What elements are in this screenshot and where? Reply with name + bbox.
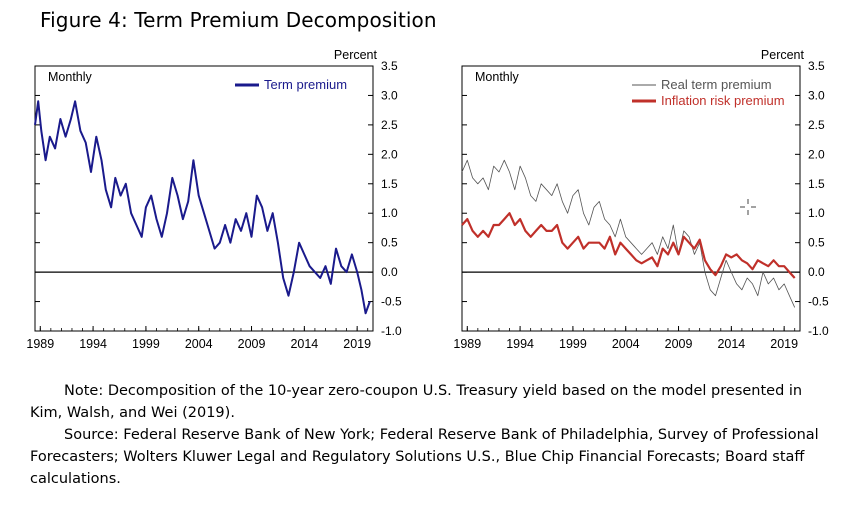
y-tick-label: 1.5 <box>808 177 825 191</box>
y-tick-label: -1.0 <box>381 324 402 338</box>
x-tick-label: 1989 <box>26 337 54 351</box>
source-text: Source: Federal Reserve Bank of New York… <box>30 424 830 490</box>
y-tick-label: 2.5 <box>808 118 825 132</box>
y-tick-label: -0.5 <box>808 295 829 309</box>
y-tick-label: -0.5 <box>381 295 402 309</box>
legend-label: Real term premium <box>661 77 772 92</box>
series-line-term-premium <box>34 100 371 315</box>
series-line-real-term-premium <box>461 159 796 308</box>
plot-frame <box>34 65 374 332</box>
y-tick-label: 3.5 <box>808 59 825 73</box>
y-tick-label: 0.0 <box>381 265 398 279</box>
y-tick-label: 0.5 <box>381 236 398 250</box>
note-line: Note: Decomposition of the 10-year zero-… <box>30 383 803 421</box>
y-tick-label: 2.0 <box>808 147 825 161</box>
y-tick-label: 3.0 <box>381 88 398 102</box>
figure-title: Figure 4: Term Premium Decomposition <box>40 8 437 32</box>
legend-label: Term premium <box>264 77 347 92</box>
x-tick-label: 1989 <box>453 337 481 351</box>
chart-panel-2: 3.5 3.0 2.5 2.0 1.5 1.0 0.5 0.0 -0.5 -1.0 Percent 1… <box>453 48 829 351</box>
series-line-inflation-risk-premium <box>461 212 796 279</box>
plot-frame <box>461 65 801 332</box>
x-tick-label: 2014 <box>717 337 745 351</box>
x-tick-label: 1994 <box>506 337 534 351</box>
y-axis-title: Percent <box>761 48 805 62</box>
chart-panel-1: 3.5 3.0 2.5 2.0 1.5 1.0 0.5 0.0 -0.5 -1.0 Percent 1… <box>26 48 402 351</box>
x-tick-label: 2019 <box>343 337 371 351</box>
frequency-label: Monthly <box>475 70 520 84</box>
y-axis-title: Percent <box>334 48 378 62</box>
y-tick-label: -1.0 <box>808 324 829 338</box>
y-tick-label: 3.0 <box>808 88 825 102</box>
note-text: Note: Decomposition of the 10-year zero-… <box>30 380 830 424</box>
x-tick-label: 1999 <box>559 337 587 351</box>
x-tick-label: 2009 <box>665 337 693 351</box>
x-tick-label: 1994 <box>79 337 107 351</box>
legend-label: Inflation risk premium <box>661 93 785 108</box>
x-tick-label: 2014 <box>290 337 318 351</box>
y-tick-label: 1.0 <box>381 206 398 220</box>
x-tick-label: 1999 <box>132 337 160 351</box>
y-tick-label: 3.5 <box>381 59 398 73</box>
y-tick-label: 2.0 <box>381 147 398 161</box>
figure-notes: Note: Decomposition of the 10-year zero-… <box>30 380 830 490</box>
source-line: Source: Federal Reserve Bank of New York… <box>30 427 819 487</box>
x-tick-label: 2004 <box>612 337 640 351</box>
y-tick-label: 1.5 <box>381 177 398 191</box>
x-tick-label: 2004 <box>185 337 213 351</box>
cursor-crosshair-icon <box>740 199 756 215</box>
y-tick-label: 0.5 <box>808 236 825 250</box>
y-tick-label: 0.0 <box>808 265 825 279</box>
y-tick-label: 1.0 <box>808 206 825 220</box>
x-tick-label: 2019 <box>770 337 798 351</box>
y-tick-label: 2.5 <box>381 118 398 132</box>
frequency-label: Monthly <box>48 70 93 84</box>
x-tick-label: 2009 <box>238 337 266 351</box>
